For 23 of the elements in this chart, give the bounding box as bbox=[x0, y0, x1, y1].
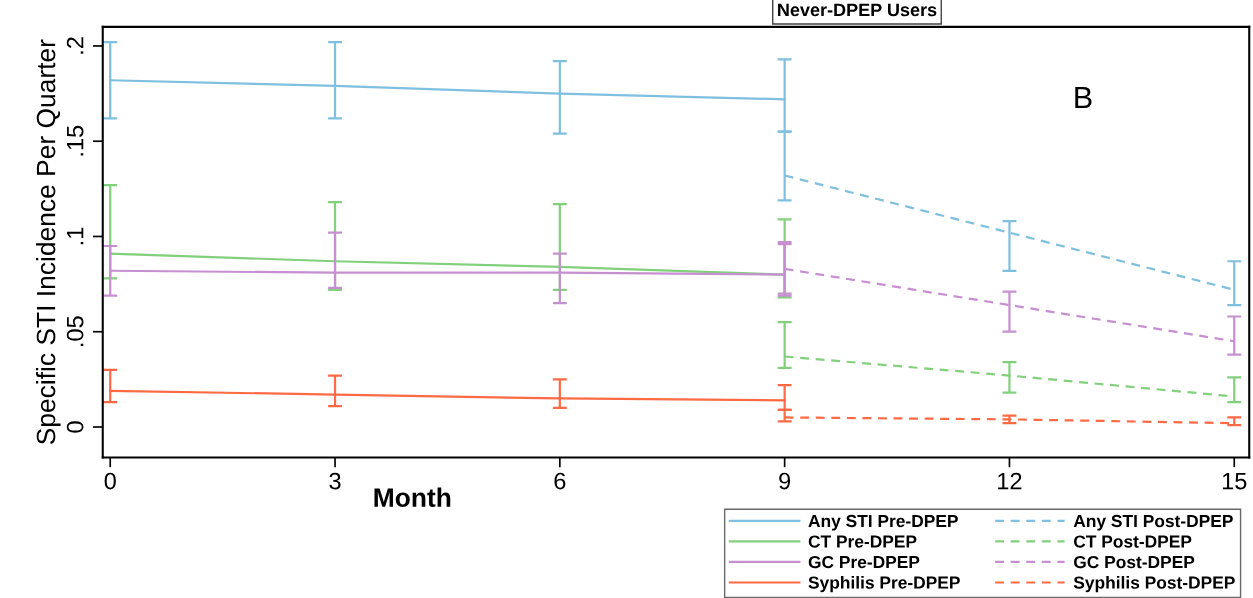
text: Never-DPEP Users bbox=[778, 3, 937, 17]
legend-label: GC Post-DPEP bbox=[1074, 555, 1195, 569]
legend-label: GC Pre-DPEP bbox=[808, 555, 920, 569]
legend-label: CT Pre-DPEP bbox=[808, 535, 917, 548]
x-tick-label: 12 bbox=[998, 472, 1022, 490]
x-tick-label: 0 bbox=[104, 472, 116, 490]
x-tick-label: 9 bbox=[779, 472, 791, 490]
y-axis-title: Specific STI Incidence Per Quarter bbox=[36, 39, 61, 445]
y-tick-label: .1 bbox=[67, 227, 84, 245]
y-tick-label: .05 bbox=[66, 316, 84, 346]
legend-label: CT Post-DPEP bbox=[1074, 535, 1192, 548]
x-tick-label: 6 bbox=[554, 472, 566, 490]
annotation: B bbox=[1075, 86, 1092, 109]
y-tick-label: .15 bbox=[67, 125, 84, 156]
y-tick-label: 0 bbox=[66, 421, 84, 433]
legend-label: Any STI Post-DPEP bbox=[1073, 514, 1233, 531]
x-tick-label: 3 bbox=[329, 472, 341, 490]
y-tick-label: .2 bbox=[66, 37, 84, 54]
legend-label: Syphilis Pre-DPEP bbox=[808, 575, 960, 593]
x-tick-label: 15 bbox=[1222, 472, 1247, 490]
x-axis-title: Month bbox=[374, 487, 451, 507]
legend-label: Any STI Pre-DPEP bbox=[808, 514, 958, 531]
legend-label: Syphilis Post-DPEP bbox=[1073, 575, 1235, 593]
